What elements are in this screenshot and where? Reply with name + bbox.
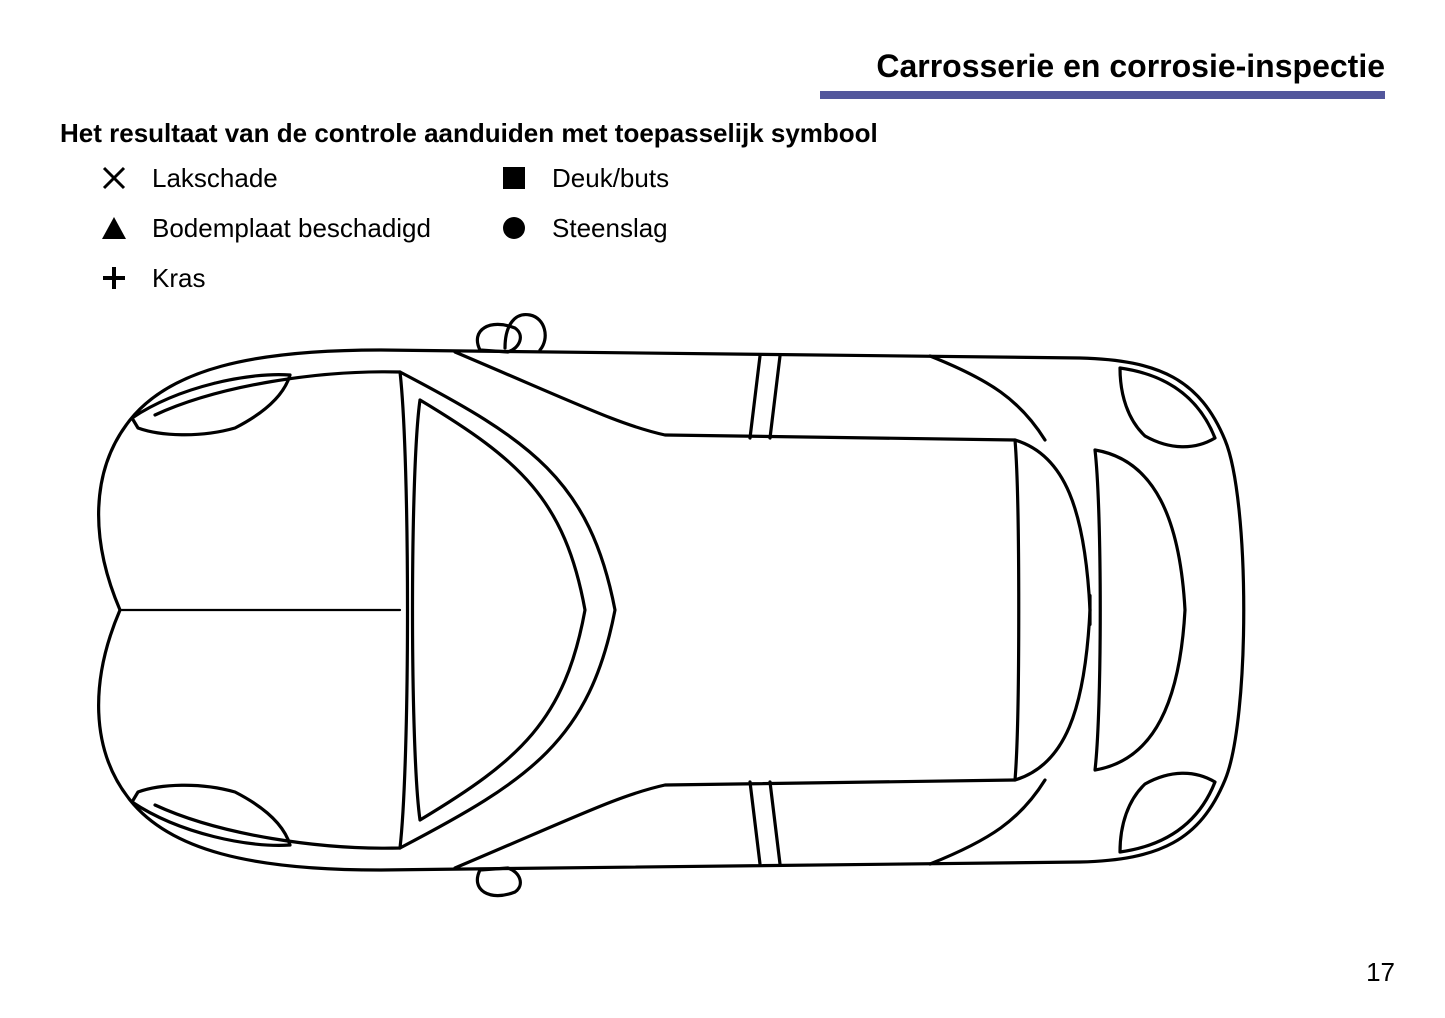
door-seam-bot-a bbox=[750, 782, 760, 864]
legend-item-lakschade: Lakschade bbox=[100, 158, 490, 198]
legend-label: Steenslag bbox=[552, 213, 668, 244]
car-svg bbox=[60, 310, 1260, 910]
circle-icon bbox=[500, 214, 528, 242]
plus-icon bbox=[100, 264, 128, 292]
header-rule bbox=[820, 91, 1385, 99]
legend-item-steenslag: Steenslag bbox=[500, 208, 810, 248]
roof-bottom bbox=[455, 780, 1015, 868]
door-seam-bot-b bbox=[770, 782, 780, 864]
legend-label: Kras bbox=[152, 263, 205, 294]
antenna-fin bbox=[505, 315, 545, 350]
legend-label: Deuk/buts bbox=[552, 163, 669, 194]
page-title: Carrosserie en corrosie-inspectie bbox=[820, 48, 1385, 87]
taillamp-left bbox=[1120, 368, 1215, 447]
mirror-left bbox=[477, 324, 520, 352]
taillamp-right bbox=[1120, 773, 1215, 852]
legend-label: Bodemplaat beschadigd bbox=[152, 213, 431, 244]
square-icon bbox=[500, 164, 528, 192]
legend-label: Lakschade bbox=[152, 163, 278, 194]
rear-quarter-top bbox=[930, 356, 1045, 440]
inspection-page: Carrosserie en corrosie-inspectie Het re… bbox=[0, 0, 1445, 1018]
roof-top bbox=[455, 352, 1015, 440]
tailgate-glass bbox=[1095, 450, 1185, 770]
legend-item-kras: Kras bbox=[100, 258, 490, 298]
windshield bbox=[400, 372, 615, 848]
legend-item-deukbuts: Deuk/buts bbox=[500, 158, 810, 198]
instruction-text: Het resultaat van de controle aanduiden … bbox=[60, 118, 878, 149]
triangle-icon bbox=[100, 214, 128, 242]
rear-window bbox=[1015, 440, 1090, 780]
mirror-right bbox=[477, 868, 520, 896]
rear-quarter-bot bbox=[930, 780, 1045, 864]
door-seam-top-b bbox=[770, 356, 780, 438]
x-icon bbox=[100, 164, 128, 192]
page-header: Carrosserie en corrosie-inspectie bbox=[820, 48, 1385, 99]
door-seam-top-a bbox=[750, 356, 760, 438]
page-number: 17 bbox=[1366, 957, 1395, 988]
legend-item-bodemplaat: Bodemplaat beschadigd bbox=[100, 208, 490, 248]
car-top-diagram bbox=[60, 310, 1260, 910]
windshield-inner bbox=[413, 400, 586, 820]
legend: Lakschade Deuk/buts Bodemplaat beschadig… bbox=[100, 158, 810, 298]
